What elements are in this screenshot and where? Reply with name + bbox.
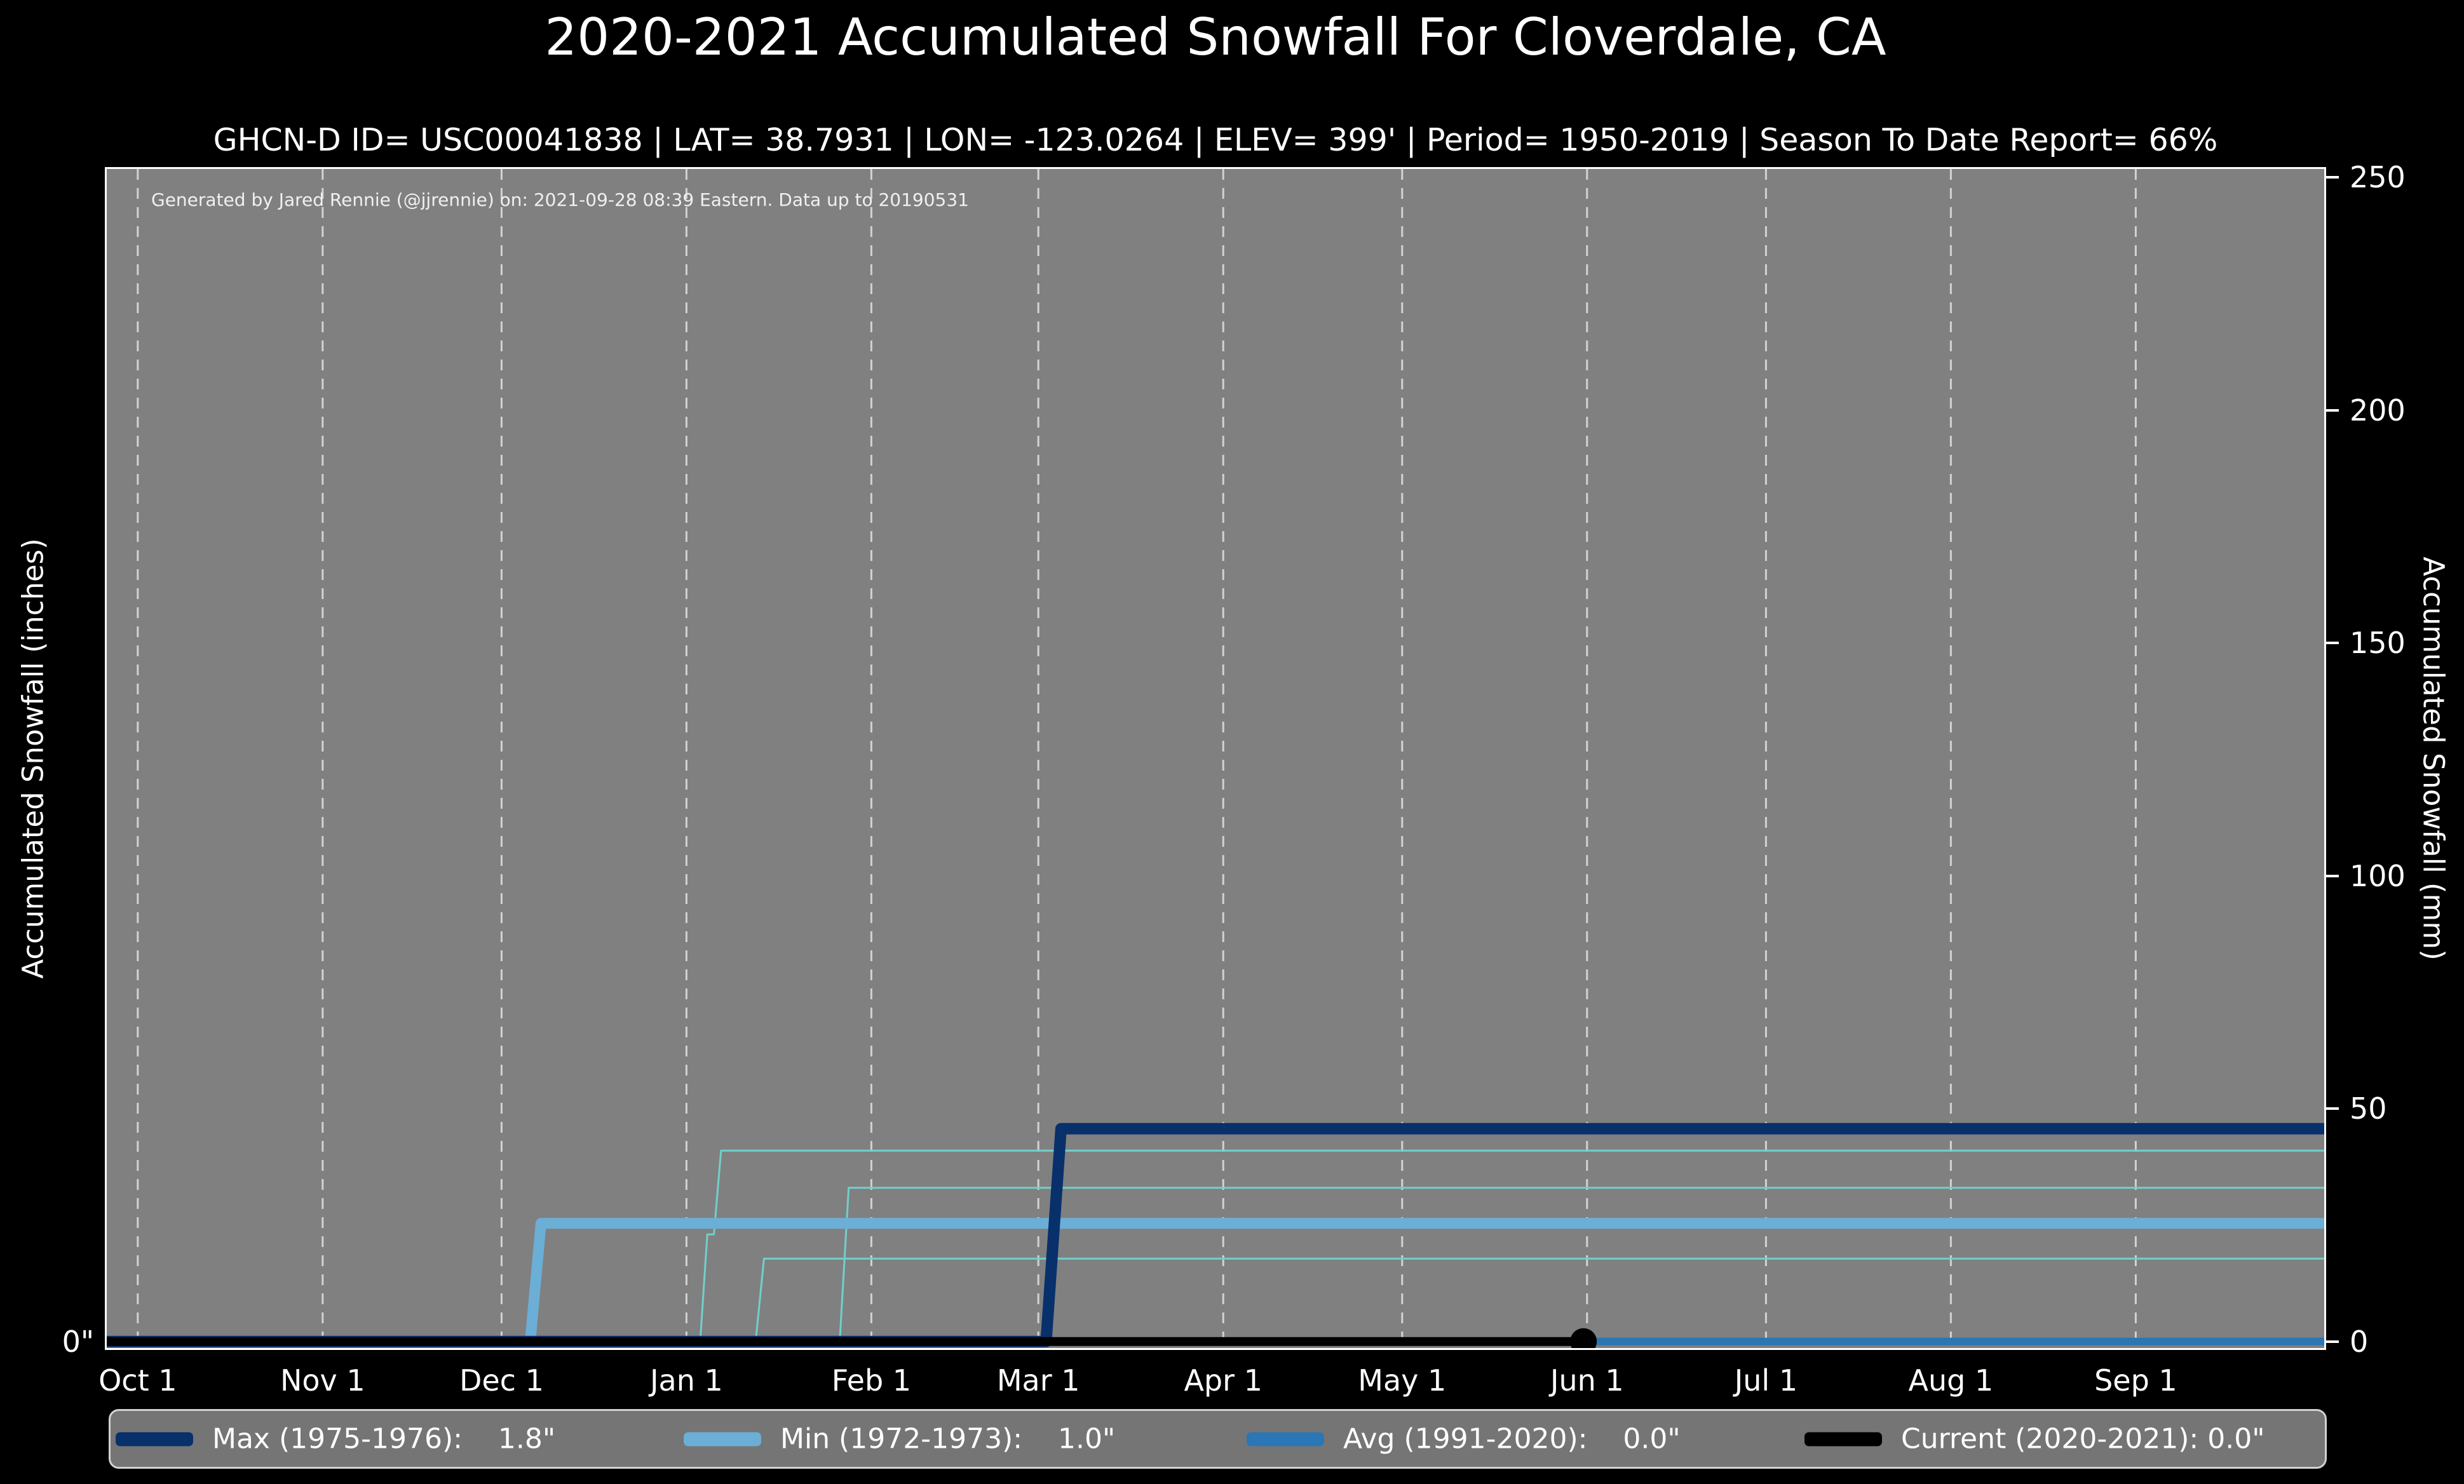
x-tick-label-may-1: May 1 <box>1358 1363 1447 1398</box>
y-right-tick-mark-100 <box>2326 874 2339 877</box>
legend: Max (1975-1976): 1.8" Min (1972-1973): 1.… <box>109 1409 2327 1469</box>
legend-label-1: Min (1972-1973): 1.0" <box>780 1422 1116 1455</box>
x-tick-label-oct-1: Oct 1 <box>98 1363 177 1398</box>
legend-swatch-3 <box>1804 1432 1882 1446</box>
series-line-min-1972-1973 <box>107 1218 2324 1347</box>
x-tick-label-jul-1: Jul 1 <box>1734 1363 1798 1398</box>
y-right-tick-mark-0 <box>2326 1340 2339 1343</box>
x-tick-label-apr-1: Apr 1 <box>1184 1363 1262 1398</box>
series-line-other-season-c <box>107 1187 2324 1343</box>
legend-item-0: Max (1975-1976): 1.8" <box>116 1423 555 1455</box>
y-right-tick-label-0: 0 <box>2350 1324 2369 1359</box>
legend-item-1: Min (1972-1973): 1.0" <box>684 1423 1115 1455</box>
y-right-tick-label-50: 50 <box>2350 1091 2387 1126</box>
x-tick-label-feb-1: Feb 1 <box>831 1363 912 1398</box>
y-right-tick-mark-50 <box>2326 1107 2339 1110</box>
y-right-tick-mark-250 <box>2326 176 2339 179</box>
generated-by-annotation: Generated by Jared Rennie (@jjrennie) on… <box>151 189 969 210</box>
legend-label-2: Avg (1991-2020): 0.0" <box>1343 1422 1681 1455</box>
current-season-end-marker <box>1570 1328 1597 1348</box>
y-axis-label-mm: Accumulated Snowfall (mm) <box>2416 556 2451 961</box>
y-right-tick-label-250: 250 <box>2350 160 2406 195</box>
legend-swatch-1 <box>684 1432 761 1446</box>
y-axis-left-tick-zero: 0" <box>62 1324 94 1359</box>
series-lines-svg <box>107 169 2324 1348</box>
plot-area: Generated by Jared Rennie (@jjrennie) on… <box>105 167 2326 1350</box>
legend-label-3: Current (2020-2021): 0.0" <box>1901 1422 2265 1455</box>
y-right-tick-label-200: 200 <box>2350 393 2406 428</box>
x-tick-label-sep-1: Sep 1 <box>2094 1363 2177 1398</box>
series-line-max-1975-1976 <box>107 1123 2324 1347</box>
x-tick-label-nov-1: Nov 1 <box>280 1363 365 1398</box>
legend-item-3: Current (2020-2021): 0.0" <box>1804 1423 2264 1455</box>
chart-subtitle: GHCN-D ID= USC00041838 | LAT= 38.7931 | … <box>213 122 2218 158</box>
legend-label-0: Max (1975-1976): 1.8" <box>212 1422 556 1455</box>
x-tick-label-jan-1: Jan 1 <box>649 1363 723 1398</box>
y-right-tick-mark-150 <box>2326 642 2339 645</box>
series-line-other-season-b <box>107 1257 2324 1343</box>
x-tick-label-mar-1: Mar 1 <box>996 1363 1080 1398</box>
chart-title: 2020-2021 Accumulated Snowfall For Clove… <box>545 8 1886 67</box>
series-line-other-season-a <box>107 1149 2324 1343</box>
y-right-tick-mark-200 <box>2326 408 2339 412</box>
x-tick-label-jun-1: Jun 1 <box>1550 1363 1624 1398</box>
x-tick-label-dec-1: Dec 1 <box>459 1363 544 1398</box>
x-tick-label-aug-1: Aug 1 <box>1908 1363 1994 1398</box>
y-right-tick-label-150: 150 <box>2350 626 2406 661</box>
y-right-tick-label-100: 100 <box>2350 858 2406 893</box>
legend-item-2: Avg (1991-2020): 0.0" <box>1247 1423 1681 1455</box>
legend-swatch-0 <box>116 1432 193 1446</box>
y-axis-label-inches: Accumulated Snowfall (inches) <box>16 538 50 979</box>
legend-swatch-2 <box>1247 1432 1324 1446</box>
